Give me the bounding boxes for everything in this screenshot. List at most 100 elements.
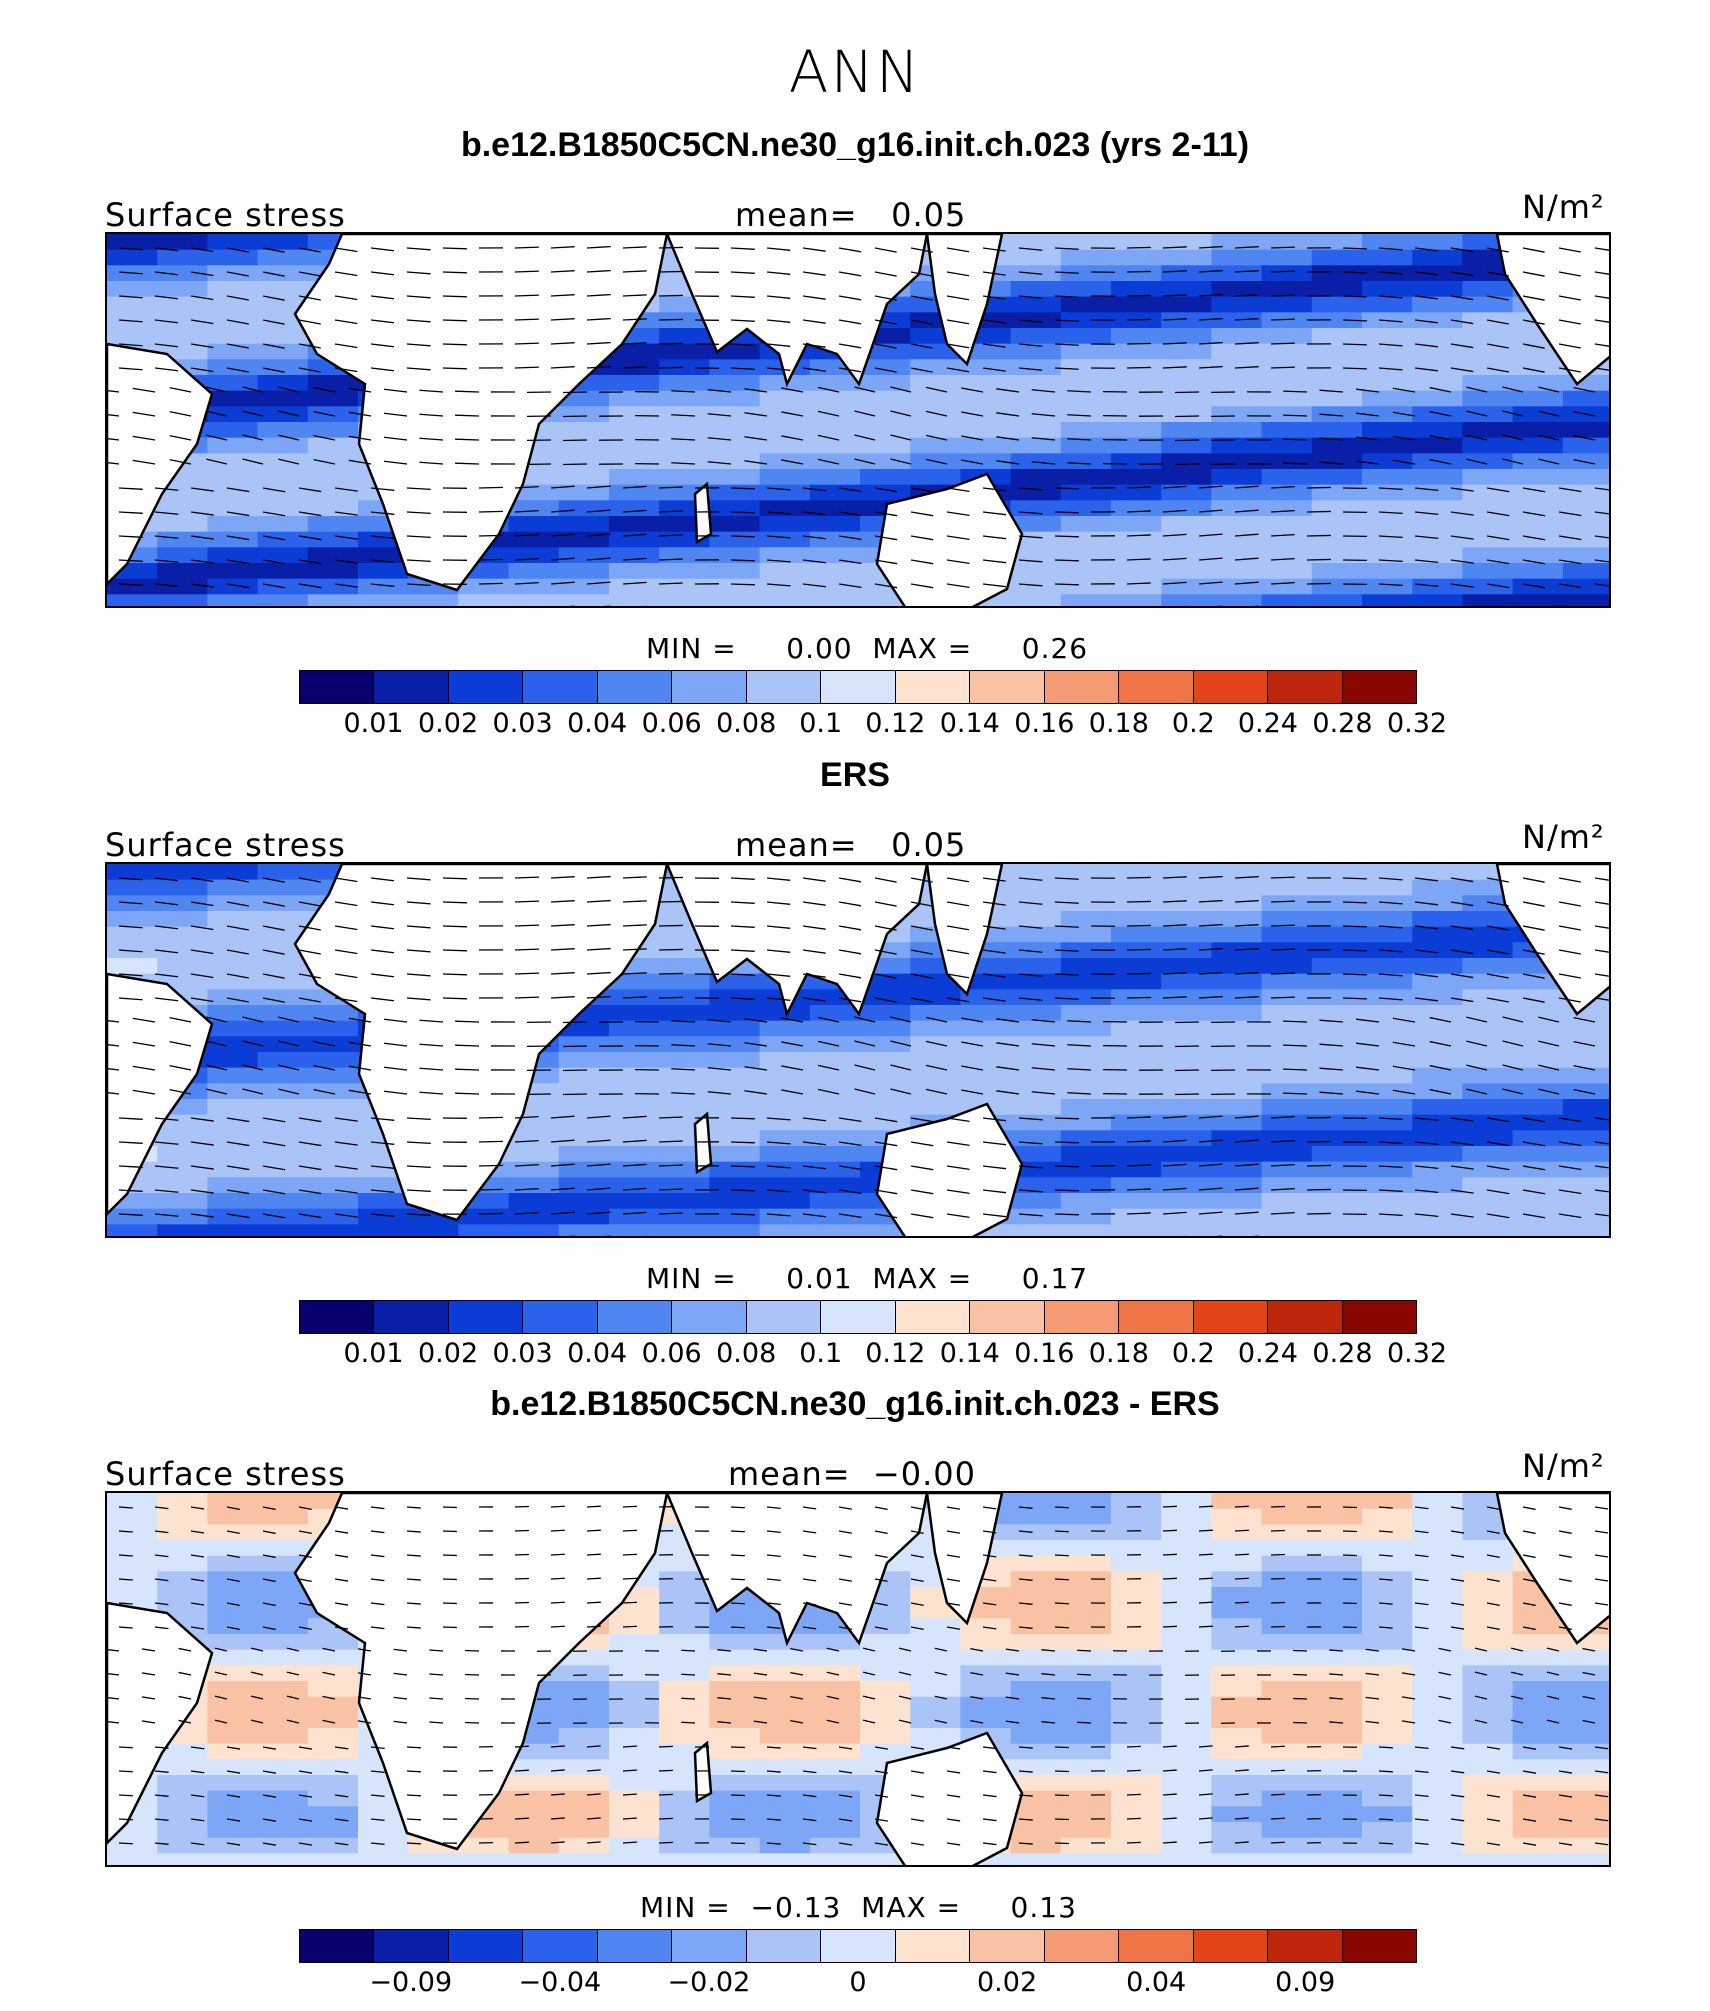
field-cell [207,926,259,943]
stress-vector [406,583,431,587]
stress-vector [826,1671,840,1676]
stress-vector [514,509,539,513]
stress-vector [1342,295,1367,298]
field-cell [1211,1146,1263,1163]
field-cell [1362,1067,1413,1084]
field-cell [1161,1618,1212,1635]
stress-vector [1486,1746,1501,1750]
field-cell [508,1193,560,1210]
field-cell [1010,312,1062,329]
stress-vector [1450,319,1474,325]
field-cell [558,1193,610,1210]
stress-vector [1199,1866,1213,1867]
stress-vector [118,247,143,251]
field-cell [1462,1099,1514,1116]
stress-vector [1466,410,1488,417]
field-cell [1161,864,1212,881]
field-cell [1211,375,1263,392]
stress-vector [1538,410,1560,417]
stress-vector [514,366,539,369]
stress-vector [1270,558,1295,561]
stress-vector [1234,1115,1259,1119]
stress-vector [514,533,539,537]
field-cell [1161,1837,1212,1854]
field-cell [1462,1775,1514,1792]
field-cell [960,1618,1012,1635]
field-cell [860,375,911,392]
stress-vector [206,1064,228,1071]
field-cell [1161,1005,1212,1022]
stress-vector [766,1626,781,1629]
field-cell [709,453,761,470]
field-cell [960,1020,1012,1037]
stress-vector [1270,1188,1295,1191]
field-cell [307,1759,359,1776]
colorbar-tick-label: 0.28 [1312,1338,1373,1369]
field-cell [1562,1681,1609,1698]
field-cell [1010,343,1062,360]
field-cell [1412,1728,1463,1745]
stress-vector [1126,1745,1141,1748]
field-cell [659,1649,710,1666]
stress-vector [910,1746,925,1750]
stress-vector [874,1794,889,1798]
field-cell [759,1146,811,1163]
stress-vector [1522,343,1545,349]
field-cell [1362,234,1413,251]
colorbar-tick-label: 0.09 [1275,1967,1336,1998]
stress-vector [1414,925,1439,930]
stress-vector [1378,1189,1403,1193]
stress-vector [442,997,467,1000]
stress-vector [393,1696,408,1700]
field-cell [1060,422,1112,439]
field-cell [1261,296,1313,313]
stress-vector [1005,1672,1020,1676]
field-cell [1060,469,1112,486]
stress-vector [118,511,143,514]
stress-vector [1018,1578,1033,1581]
stress-vector [1486,487,1510,493]
stress-vectors [107,245,1609,606]
stress-vector [242,410,264,417]
field-cell [1111,265,1162,282]
field-cell [1362,926,1413,943]
stress-vector [925,1064,948,1071]
field-cell [1211,1130,1263,1147]
field-cell [659,594,710,606]
stress-vector [1270,1625,1285,1628]
colorbar-tick-label: 0.01 [343,1338,404,1369]
field-cell [1512,1224,1564,1236]
field-cell [759,1099,811,1116]
field-cell [1462,1822,1514,1839]
stress-vector [730,367,755,370]
field-cell [1010,1712,1062,1729]
stress-vector [802,1189,827,1194]
stress-vector [898,1647,912,1652]
stress-vector [1450,511,1474,516]
stress-vector [514,1625,529,1628]
stress-vector [586,1139,611,1143]
stress-vector [550,996,575,999]
field-cell [1060,578,1112,595]
stress-vector [1414,1602,1429,1606]
stress-vector [730,877,755,880]
stress-vector [1198,1745,1213,1748]
field-cell [107,1853,158,1865]
field-cell [508,1130,560,1147]
field-cell [1311,1618,1363,1635]
stress-vector [107,461,120,465]
stress-vector [370,1213,395,1217]
field-cell [257,1130,309,1147]
stress-vector [370,1189,395,1193]
field-cell [1412,1587,1463,1604]
field-cell [1060,942,1112,959]
stress-vector [1182,1235,1187,1236]
field-cell [1412,879,1463,896]
field-cell [860,453,911,470]
field-cell [207,281,259,298]
field-cell [1010,1587,1062,1604]
stress-vector [226,949,249,955]
stress-vector [874,997,897,1003]
stress-vector [1067,438,1092,441]
stress-vector [753,1720,768,1724]
